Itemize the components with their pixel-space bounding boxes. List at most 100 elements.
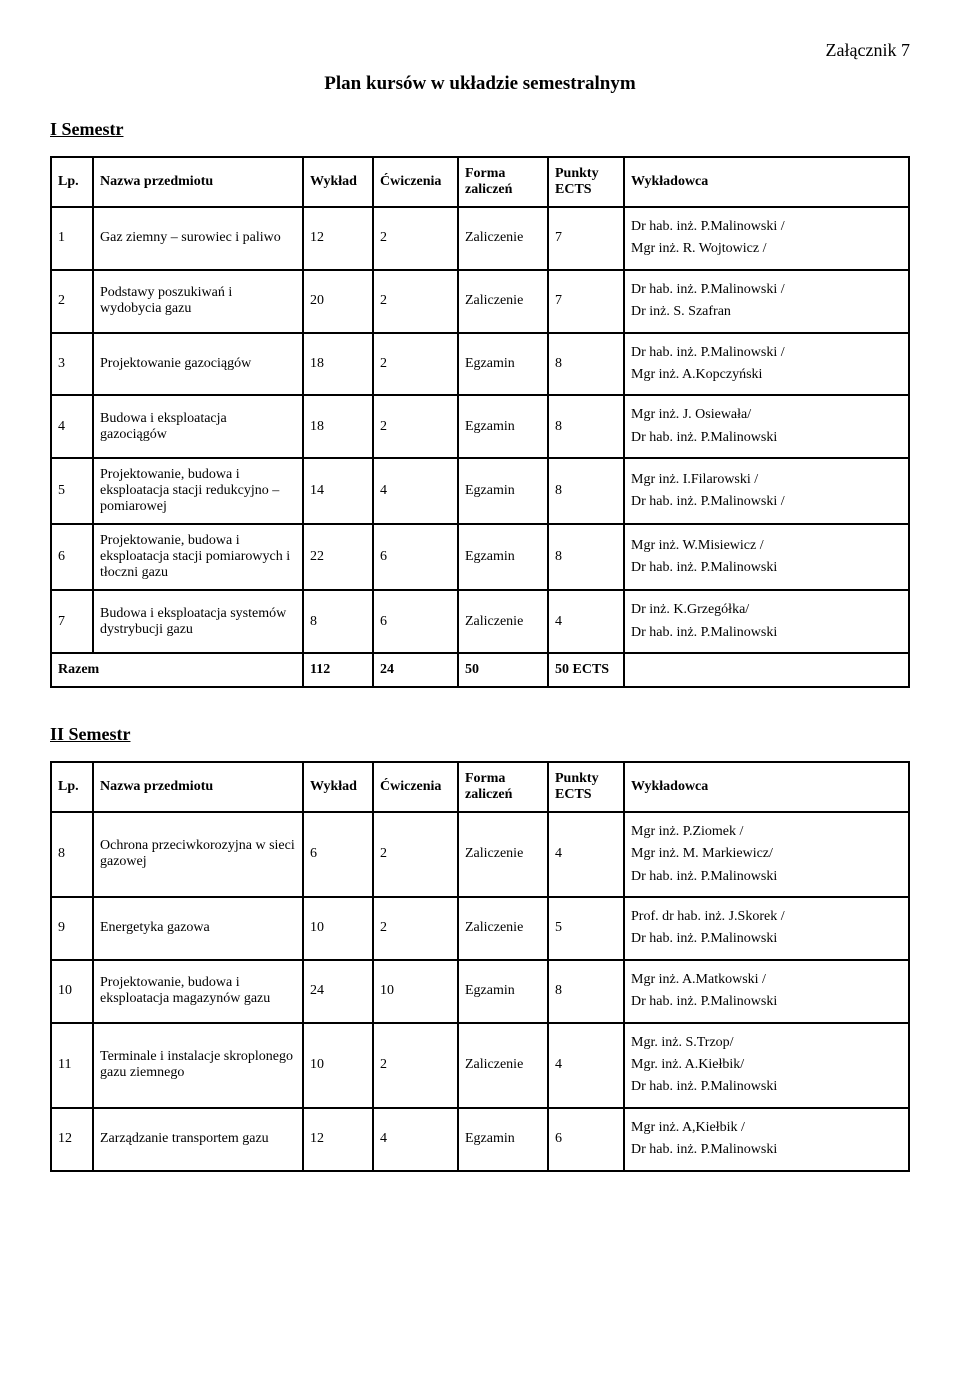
table-cell: Podstawy poszukiwań i wydobycia gazu	[93, 270, 303, 333]
table-cell: Zaliczenie	[458, 270, 548, 333]
table-header-cell: Wykład	[303, 157, 373, 207]
summary-row: Razem112245050 ECTS	[51, 653, 909, 687]
table-cell: 18	[303, 333, 373, 396]
table-row: 12Zarządzanie transportem gazu124Egzamin…	[51, 1108, 909, 1171]
lecturer-cell: Mgr inż. I.Filarowski /Dr hab. inż. P.Ma…	[624, 458, 909, 524]
table-cell: Zarządzanie transportem gazu	[93, 1108, 303, 1171]
table-header-cell: Punkty ECTS	[548, 762, 624, 812]
table-cell: 4	[548, 812, 624, 897]
table-cell: 10	[51, 960, 93, 1023]
table-cell: Energetyka gazowa	[93, 897, 303, 960]
summary-label: Razem	[51, 653, 303, 687]
table-row: 2Podstawy poszukiwań i wydobycia gazu202…	[51, 270, 909, 333]
table-cell: Zaliczenie	[458, 207, 548, 270]
table-cell: Projektowanie, budowa i eksploatacja mag…	[93, 960, 303, 1023]
table-row: 4Budowa i eksploatacja gazociągów182Egza…	[51, 395, 909, 458]
table-cell: 3	[51, 333, 93, 396]
table-cell: Projektowanie, budowa i eksploatacja sta…	[93, 524, 303, 590]
table-cell: Egzamin	[458, 1108, 548, 1171]
table-cell: Egzamin	[458, 960, 548, 1023]
semester-title: I Semestr	[50, 119, 910, 140]
table-cell: Zaliczenie	[458, 1023, 548, 1108]
main-title: Plan kursów w układzie semestralnym	[50, 73, 910, 95]
table-cell: 5	[548, 897, 624, 960]
table-row: 10Projektowanie, budowa i eksploatacja m…	[51, 960, 909, 1023]
table-header-cell: Lp.	[51, 157, 93, 207]
table-header-cell: Nazwa przedmiotu	[93, 157, 303, 207]
table-cell: Terminale i instalacje skroplonego gazu …	[93, 1023, 303, 1108]
table-cell: Ochrona przeciwkorozyjna w sieci gazowej	[93, 812, 303, 897]
table-cell: 24	[303, 960, 373, 1023]
table-cell: 14	[303, 458, 373, 524]
table-header-cell: Forma zaliczeń	[458, 762, 548, 812]
lecturer-cell: Mgr inż. J. Osiewała/Dr hab. inż. P.Mali…	[624, 395, 909, 458]
table-cell: 10	[373, 960, 458, 1023]
table-header-cell: Ćwiczenia	[373, 157, 458, 207]
table-cell: 8	[548, 458, 624, 524]
table-cell: 10	[303, 897, 373, 960]
lecturer-cell: Mgr. inż. S.Trzop/Mgr. inż. A.Kiełbik/Dr…	[624, 1023, 909, 1108]
lecturer-cell: Mgr inż. P.Ziomek /Mgr inż. M. Markiewic…	[624, 812, 909, 897]
table-cell: 5	[51, 458, 93, 524]
table-header-cell: Punkty ECTS	[548, 157, 624, 207]
lecturer-cell: Mgr inż. A.Matkowski /Dr hab. inż. P.Mal…	[624, 960, 909, 1023]
table-cell: Budowa i eksploatacja systemów dystrybuc…	[93, 590, 303, 653]
attachment-label: Załącznik 7	[50, 40, 910, 61]
summary-cell: 50 ECTS	[548, 653, 624, 687]
table-cell: Egzamin	[458, 524, 548, 590]
lecturer-cell: Dr hab. inż. P.Malinowski /Mgr inż. A.Ko…	[624, 333, 909, 396]
table-cell: 20	[303, 270, 373, 333]
table-cell: 12	[303, 207, 373, 270]
lecturer-cell: Dr inż. K.Grzegółka/Dr hab. inż. P.Malin…	[624, 590, 909, 653]
table-cell: 4	[373, 458, 458, 524]
table-cell: 8	[548, 960, 624, 1023]
table-row: 11Terminale i instalacje skroplonego gaz…	[51, 1023, 909, 1108]
table-cell: 4	[548, 590, 624, 653]
course-table: Lp.Nazwa przedmiotuWykładĆwiczeniaForma …	[50, 156, 910, 688]
lecturer-cell: Dr hab. inż. P.Malinowski /Dr inż. S. Sz…	[624, 270, 909, 333]
table-cell: Zaliczenie	[458, 812, 548, 897]
summary-cell: 50	[458, 653, 548, 687]
table-cell: 8	[548, 333, 624, 396]
table-row: 8Ochrona przeciwkorozyjna w sieci gazowe…	[51, 812, 909, 897]
table-header-cell: Forma zaliczeń	[458, 157, 548, 207]
table-cell: Projektowanie gazociągów	[93, 333, 303, 396]
semester-title: II Semestr	[50, 724, 910, 745]
table-row: 7Budowa i eksploatacja systemów dystrybu…	[51, 590, 909, 653]
table-cell: 2	[373, 897, 458, 960]
table-cell: 8	[548, 395, 624, 458]
table-cell: 6	[303, 812, 373, 897]
table-cell: 2	[373, 333, 458, 396]
table-cell: Egzamin	[458, 333, 548, 396]
table-cell: 12	[303, 1108, 373, 1171]
table-header-cell: Wykładowca	[624, 157, 909, 207]
table-cell: 2	[373, 270, 458, 333]
table-cell: Zaliczenie	[458, 897, 548, 960]
table-cell: 4	[548, 1023, 624, 1108]
table-cell: 10	[303, 1023, 373, 1108]
table-cell: Zaliczenie	[458, 590, 548, 653]
table-header-cell: Wykładowca	[624, 762, 909, 812]
table-cell: 18	[303, 395, 373, 458]
table-row: 5Projektowanie, budowa i eksploatacja st…	[51, 458, 909, 524]
table-cell: 22	[303, 524, 373, 590]
table-cell: Projektowanie, budowa i eksploatacja sta…	[93, 458, 303, 524]
lecturer-cell: Mgr inż. W.Misiewicz /Dr hab. inż. P.Mal…	[624, 524, 909, 590]
course-table: Lp.Nazwa przedmiotuWykładĆwiczeniaForma …	[50, 761, 910, 1172]
summary-cell: 24	[373, 653, 458, 687]
lecturer-cell: Prof. dr hab. inż. J.Skorek /Dr hab. inż…	[624, 897, 909, 960]
table-header-cell: Wykład	[303, 762, 373, 812]
table-cell: 6	[373, 524, 458, 590]
table-cell: 7	[548, 207, 624, 270]
table-header-cell: Lp.	[51, 762, 93, 812]
table-row: 9Energetyka gazowa102Zaliczenie5Prof. dr…	[51, 897, 909, 960]
table-cell: 6	[548, 1108, 624, 1171]
table-cell: 2	[373, 395, 458, 458]
table-row: 6 Projektowanie, budowa i eksploatacja st…	[51, 524, 909, 590]
table-cell: Egzamin	[458, 395, 548, 458]
table-cell: 11	[51, 1023, 93, 1108]
table-cell: 2	[373, 1023, 458, 1108]
table-row: 1Gaz ziemny – surowiec i paliwo122Zalicz…	[51, 207, 909, 270]
table-cell: Egzamin	[458, 458, 548, 524]
table-cell: 8	[548, 524, 624, 590]
